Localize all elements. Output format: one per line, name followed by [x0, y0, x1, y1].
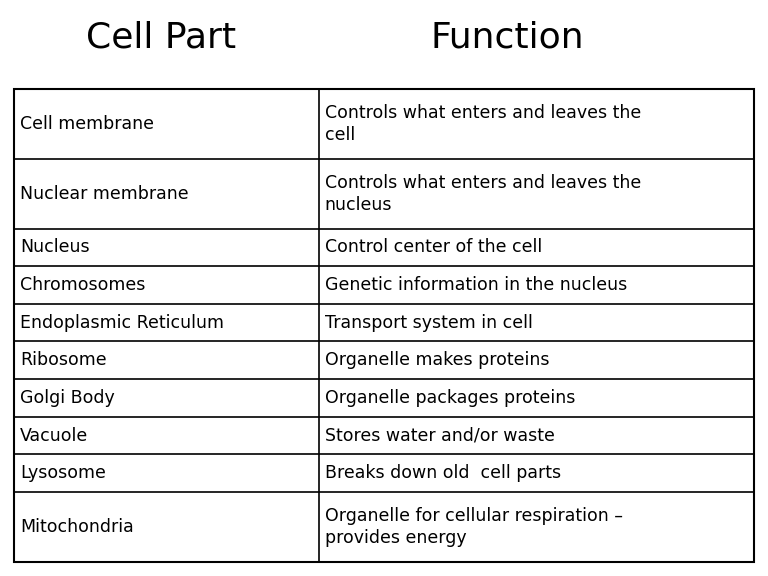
- Text: Golgi Body: Golgi Body: [20, 389, 114, 407]
- Text: Controls what enters and leaves the
cell: Controls what enters and leaves the cell: [325, 104, 641, 144]
- Text: Breaks down old  cell parts: Breaks down old cell parts: [325, 464, 561, 482]
- Text: Mitochondria: Mitochondria: [20, 518, 134, 536]
- Text: Vacuole: Vacuole: [20, 426, 88, 445]
- Text: Stores water and/or waste: Stores water and/or waste: [325, 426, 554, 445]
- Text: Cell membrane: Cell membrane: [20, 115, 154, 133]
- Text: Nuclear membrane: Nuclear membrane: [20, 185, 189, 203]
- Text: Cell Part: Cell Part: [86, 20, 237, 55]
- Text: Ribosome: Ribosome: [20, 351, 107, 369]
- Text: Nucleus: Nucleus: [20, 238, 90, 256]
- Text: Genetic information in the nucleus: Genetic information in the nucleus: [325, 276, 627, 294]
- Text: Organelle makes proteins: Organelle makes proteins: [325, 351, 549, 369]
- Text: Transport system in cell: Transport system in cell: [325, 313, 533, 332]
- Text: Function: Function: [430, 20, 584, 55]
- Text: Organelle packages proteins: Organelle packages proteins: [325, 389, 575, 407]
- Text: Chromosomes: Chromosomes: [20, 276, 145, 294]
- Text: Endoplasmic Reticulum: Endoplasmic Reticulum: [20, 313, 224, 332]
- Text: Organelle for cellular respiration –
provides energy: Organelle for cellular respiration – pro…: [325, 507, 623, 547]
- Text: Control center of the cell: Control center of the cell: [325, 238, 542, 256]
- Bar: [14, 89, 754, 562]
- Text: Lysosome: Lysosome: [20, 464, 106, 482]
- Text: Controls what enters and leaves the
nucleus: Controls what enters and leaves the nucl…: [325, 173, 641, 214]
